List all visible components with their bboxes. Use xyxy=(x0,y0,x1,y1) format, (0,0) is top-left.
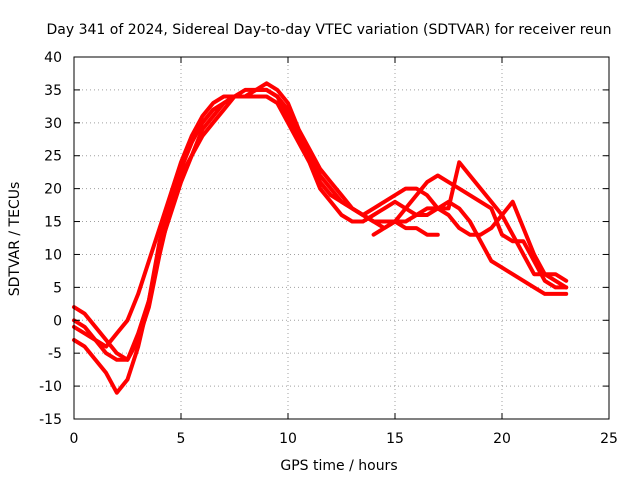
y-tick-label: -10 xyxy=(39,379,62,395)
series-line-track-5 xyxy=(371,160,569,283)
y-tick-label: 10 xyxy=(44,247,62,263)
y-tick-label: 15 xyxy=(44,215,62,231)
series-group xyxy=(72,81,569,395)
y-tick-label: 35 xyxy=(44,83,62,99)
x-tick-label: 20 xyxy=(493,431,511,447)
x-tick-label: 25 xyxy=(600,431,618,447)
y-tick-label: 40 xyxy=(44,50,62,66)
plot-frame xyxy=(73,56,610,420)
chart-title: Day 341 of 2024, Sidereal Day-to-day VTE… xyxy=(46,22,611,38)
y-axis-label: SDTVAR / TECUs xyxy=(7,182,23,297)
x-tick-label: 5 xyxy=(177,431,186,447)
y-tick-label: 20 xyxy=(44,182,62,198)
y-tick-label: 0 xyxy=(53,313,62,329)
y-tick-label: 25 xyxy=(44,149,62,165)
y-tick-label: 30 xyxy=(44,116,62,132)
y-tick-label: -5 xyxy=(48,346,62,362)
series-line-track-3 xyxy=(72,81,569,349)
y-tick-label: 5 xyxy=(53,280,62,296)
ticks: 0 5 10 15 20 25 -15 -10 -5 0 5 10 15 20 25 30 35 40 xyxy=(39,50,618,447)
x-tick-label: 10 xyxy=(279,431,297,447)
y-tick-label: -15 xyxy=(39,412,62,428)
x-tick-label: 15 xyxy=(386,431,404,447)
x-tick-label: 0 xyxy=(70,431,79,447)
series-line-track-4 xyxy=(72,94,569,362)
x-axis-label: GPS time / hours xyxy=(280,458,397,474)
